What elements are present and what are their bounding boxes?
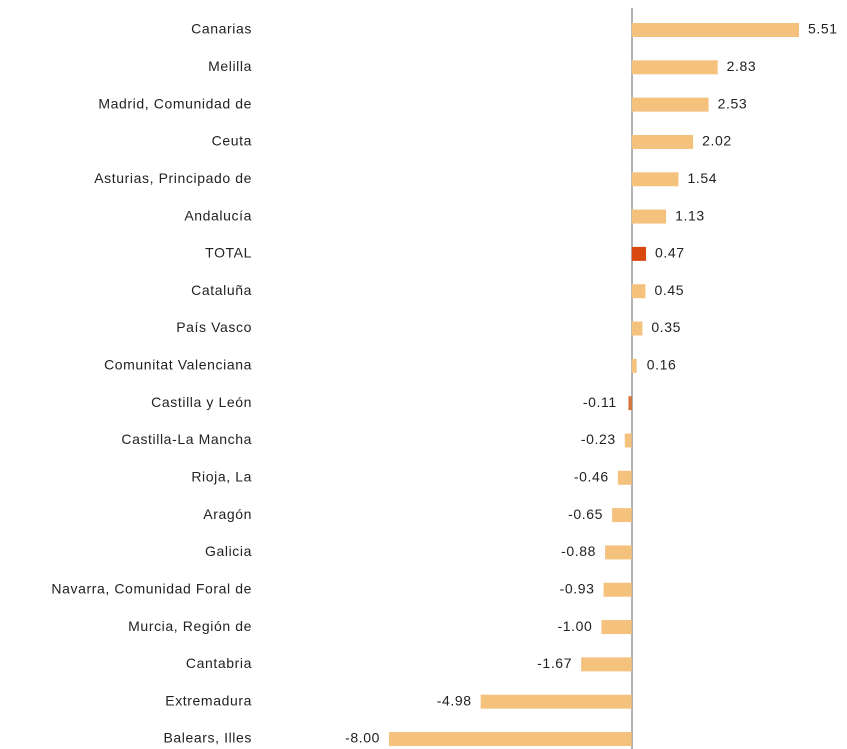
category-label: Castilla-La Mancha <box>121 431 252 447</box>
bar <box>624 433 632 448</box>
bar <box>631 97 709 112</box>
value-label: 2.02 <box>702 133 732 149</box>
value-label: -0.23 <box>581 431 616 447</box>
category-label: Castilla y León <box>151 394 252 410</box>
value-label: -0.65 <box>568 506 603 522</box>
value-label: 1.54 <box>688 170 718 186</box>
category-label: Balears, Illes <box>163 730 252 746</box>
bar <box>605 545 632 560</box>
category-label: Extremadura <box>165 692 252 708</box>
value-label: 0.47 <box>655 245 685 261</box>
value-label: -8.00 <box>345 730 380 746</box>
value-label: 2.83 <box>727 58 757 74</box>
bar <box>631 209 667 224</box>
category-label: País Vasco <box>176 319 252 335</box>
bar <box>631 246 647 261</box>
category-label: Murcia, Región de <box>128 618 252 634</box>
bar <box>631 60 718 75</box>
value-label: -1.67 <box>537 655 572 671</box>
value-label: 1.13 <box>675 207 705 223</box>
category-label: Ceuta <box>212 133 252 149</box>
value-label: -0.46 <box>574 468 609 484</box>
bar <box>581 657 632 672</box>
value-label: -1.00 <box>558 618 593 634</box>
category-label: TOTAL <box>205 245 252 261</box>
bar <box>601 620 632 635</box>
category-label: Galicia <box>205 543 252 559</box>
bar <box>631 23 799 37</box>
category-label: Asturias, Principado de <box>94 170 252 186</box>
category-label: Cantabria <box>186 655 252 671</box>
bar <box>603 582 632 597</box>
value-label: -4.98 <box>437 692 472 708</box>
category-label: Comunitat Valenciana <box>104 357 252 373</box>
value-label: -0.88 <box>561 543 596 559</box>
bar <box>628 396 632 411</box>
category-label: Cataluña <box>191 282 252 298</box>
value-label: 0.35 <box>651 319 681 335</box>
category-label: Andalucía <box>184 207 252 223</box>
category-label: Aragón <box>203 506 252 522</box>
bar <box>631 284 646 299</box>
category-label: Melilla <box>208 58 252 74</box>
bar <box>612 508 632 523</box>
category-label: Canarias <box>191 21 252 37</box>
value-label: -0.11 <box>583 394 617 410</box>
bar <box>631 358 637 373</box>
category-label: Madrid, Comunidad de <box>98 95 252 111</box>
bar <box>631 321 643 336</box>
value-label: 0.45 <box>654 282 684 298</box>
value-label: 5.51 <box>808 21 838 37</box>
value-label: 0.16 <box>647 357 677 373</box>
bar <box>631 172 679 187</box>
category-label: Navarra, Comunidad Foral de <box>51 580 252 596</box>
value-label: 2.53 <box>718 95 748 111</box>
bar <box>631 134 694 149</box>
value-label: -0.93 <box>560 580 595 596</box>
bar <box>480 694 632 709</box>
bar <box>389 732 632 746</box>
bar <box>617 470 632 485</box>
category-label: Rioja, La <box>191 468 252 484</box>
